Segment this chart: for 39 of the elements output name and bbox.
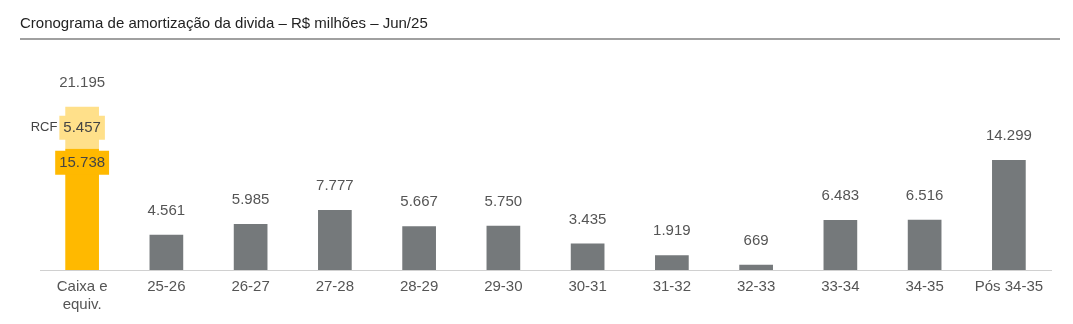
bar	[655, 255, 689, 270]
x-tick-label: 28-29	[399, 277, 439, 295]
data-label: 6.483	[821, 186, 860, 204]
bar	[570, 243, 605, 270]
data-label: 5.457	[63, 117, 101, 135]
data-label: 6.516	[905, 185, 944, 203]
data-label: 4.561	[147, 201, 186, 219]
bar	[149, 234, 184, 270]
bar	[992, 159, 1026, 270]
data-label: 669	[743, 230, 769, 248]
data-label: 14.299	[985, 126, 1032, 144]
x-tick-label: Caixa e equiv.	[56, 277, 108, 313]
x-tick-label: 32-33	[736, 277, 776, 295]
bar	[233, 223, 268, 270]
bar	[739, 264, 773, 270]
x-tick-label: 26-27	[231, 277, 270, 295]
x-tick-label: 33-34	[821, 277, 860, 295]
x-tick-label: 34-35	[905, 277, 944, 295]
x-tick-label: 29-30	[484, 277, 523, 295]
x-tick-label: 25-26	[147, 277, 186, 295]
bar	[486, 225, 521, 270]
x-tick-label: 27-28	[315, 277, 355, 295]
data-label: 15.738	[59, 152, 106, 170]
data-label: 7.777	[316, 176, 354, 194]
data-label: 5.667	[400, 192, 438, 210]
bar	[318, 210, 352, 270]
data-label: 3.435	[568, 209, 607, 227]
data-label: 1.919	[653, 221, 691, 239]
legend-label: RCF	[30, 119, 58, 135]
bar	[402, 226, 436, 270]
total-label: 21.195	[59, 72, 106, 90]
x-tick-label: Pós 34-35	[974, 277, 1044, 295]
x-tick-label: 31-32	[652, 277, 692, 295]
data-label: 5.985	[231, 190, 270, 208]
x-tick-label: 30-31	[568, 277, 607, 295]
data-label: 5.750	[484, 191, 523, 209]
bar	[823, 220, 858, 270]
chart-title: Cronograma de amortização da divida – R$ milhões – Jun/25	[20, 14, 1060, 40]
bar	[907, 219, 942, 270]
